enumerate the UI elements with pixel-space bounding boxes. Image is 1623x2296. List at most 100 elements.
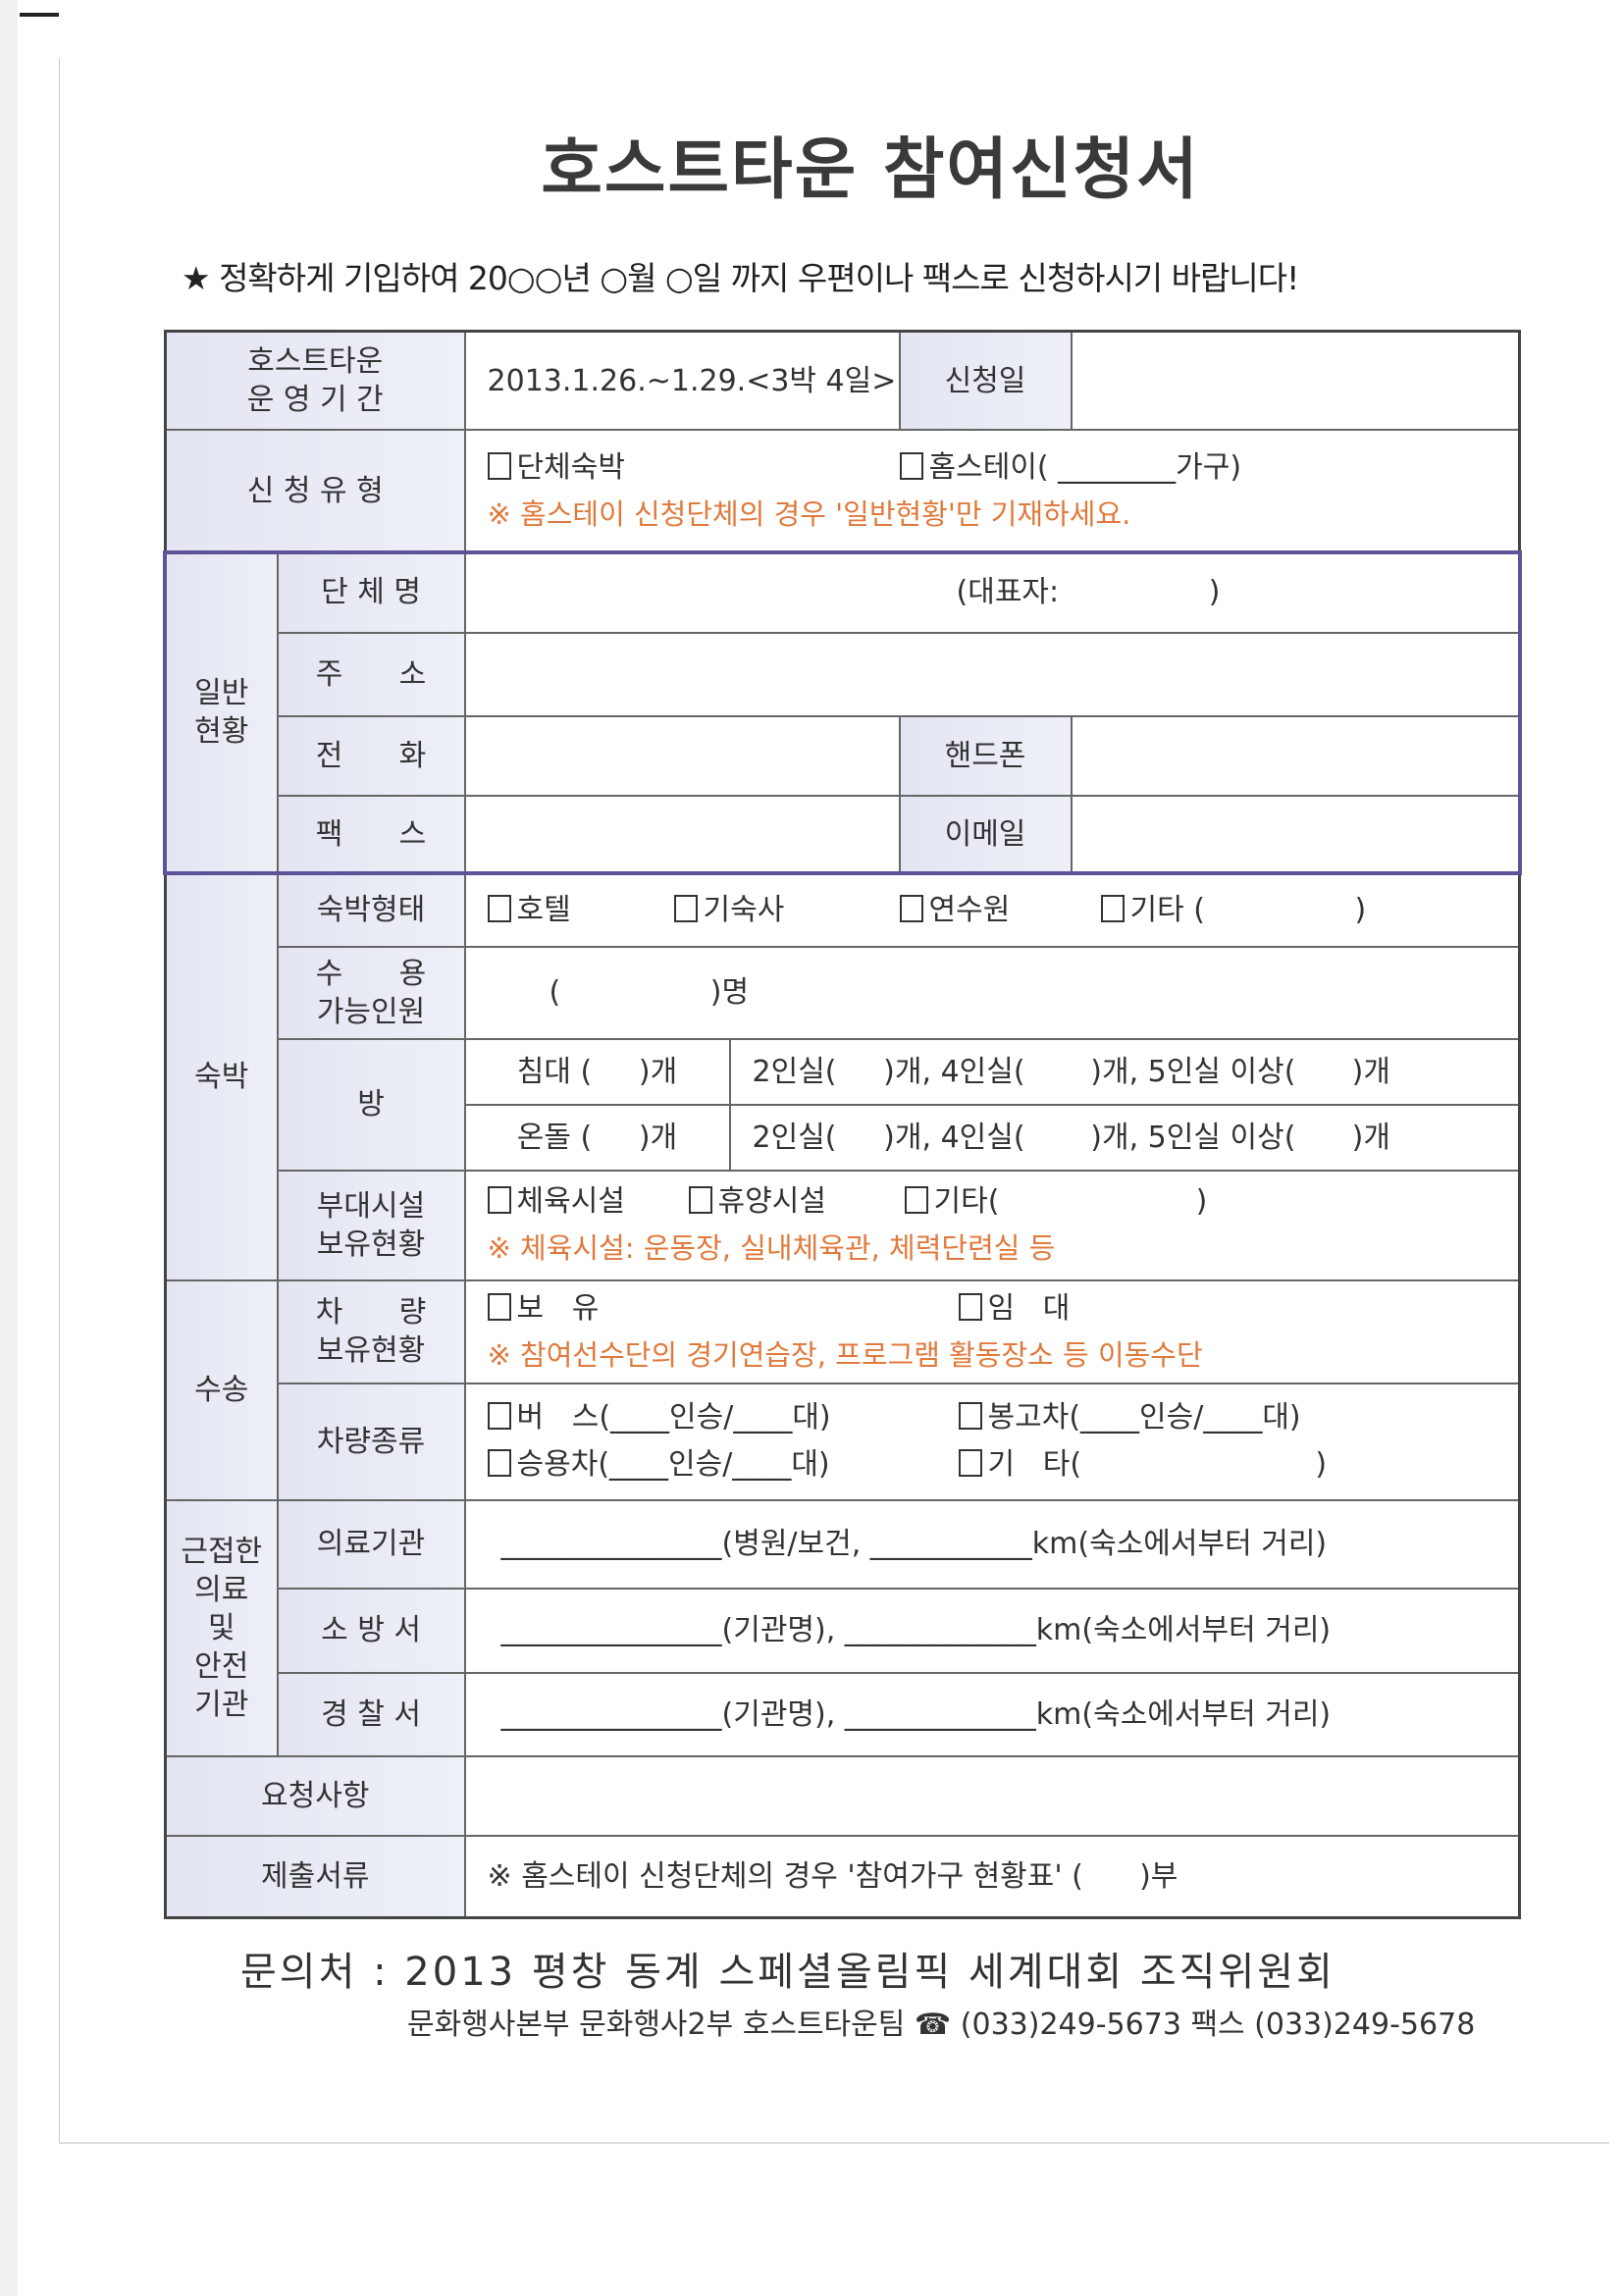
fire-station-field[interactable]: _______________(기관명), _____________km(숙소… bbox=[463, 1587, 1521, 1674]
apply-type-label: 신 청 유 형 bbox=[164, 428, 466, 553]
checkbox-icon[interactable] bbox=[688, 1186, 712, 1215]
label: 버 스(____인승/____대) bbox=[516, 1400, 831, 1435]
group-lodging-option[interactable]: 단체숙박 bbox=[487, 448, 900, 487]
lodging-type-label: 숙박형태 bbox=[276, 871, 466, 948]
capacity-label: 수 용 가능인원 bbox=[276, 945, 466, 1040]
label: 기관 bbox=[194, 1687, 249, 1722]
label: 보 유 bbox=[516, 1290, 600, 1326]
group-name-field[interactable]: (대표자: ) bbox=[463, 550, 1521, 634]
label: 호스트타운 bbox=[247, 344, 384, 380]
label: 호텔 bbox=[516, 892, 571, 927]
fire-station-label: 소 방 서 bbox=[276, 1587, 466, 1674]
apply-date-label: 신청일 bbox=[898, 330, 1073, 431]
email-field[interactable] bbox=[1070, 794, 1521, 874]
transport-label: 수송 bbox=[164, 1278, 279, 1501]
contact-line: 문의처 : 2013 평창 동계 스페셜올림픽 세계대회 조직위원회 bbox=[240, 1950, 1335, 1996]
form-sheet: 호스트타운 참여신청서 ★ 정확하게 기입하여 20○○년 ○월 ○일 까지 우… bbox=[164, 128, 1522, 2044]
request-label: 요청사항 bbox=[164, 1754, 466, 1837]
label: 근접한 bbox=[181, 1534, 263, 1569]
hotel-option[interactable]: 호텔 bbox=[487, 891, 674, 929]
label: 연수원 bbox=[928, 892, 1011, 927]
mobile-label: 핸드폰 bbox=[898, 714, 1073, 797]
medical-field[interactable]: _______________(병원/보건, ___________km(숙소에… bbox=[463, 1498, 1521, 1590]
checkbox-icon[interactable] bbox=[487, 1449, 511, 1478]
vehicle-field: 보 유 임 대 ※ 참여선수단의 경기연습장, 프로그램 활동장소 등 이동수단 bbox=[463, 1278, 1521, 1384]
label: 차 량 bbox=[315, 1295, 427, 1331]
period-label: 호스트타운 운 영 기 간 bbox=[164, 330, 466, 431]
apply-date-field[interactable] bbox=[1070, 330, 1521, 431]
label: 기타( ) bbox=[933, 1184, 1208, 1220]
safety-label: 근접한 의료 및 안전 기관 bbox=[164, 1498, 279, 1757]
facility-field: 체육시설 휴양시설 기타( ) ※ 체육시설: 운동장, 실내체육관, 체력단련실 … bbox=[463, 1169, 1521, 1281]
address-field[interactable] bbox=[463, 631, 1521, 717]
recreation-facility-option[interactable]: 휴양시설 bbox=[688, 1182, 905, 1221]
van-option[interactable]: 봉고차(____인승/____대) bbox=[958, 1394, 1301, 1441]
own-option[interactable]: 보 유 bbox=[487, 1289, 959, 1328]
mobile-field[interactable] bbox=[1070, 714, 1521, 797]
dormitory-option[interactable]: 기숙사 bbox=[673, 891, 900, 929]
rent-option[interactable]: 임 대 bbox=[958, 1289, 1071, 1328]
checkbox-icon[interactable] bbox=[487, 1402, 511, 1431]
fax-field[interactable] bbox=[463, 794, 901, 874]
scan-edge bbox=[0, 0, 18, 2296]
label: 기숙사 bbox=[703, 892, 785, 927]
checkbox-icon[interactable] bbox=[487, 1292, 511, 1321]
label: 현황 bbox=[194, 714, 249, 750]
label: 기타 ( ) bbox=[1129, 892, 1367, 927]
other-option[interactable]: 기타 ( ) bbox=[1100, 891, 1367, 929]
checkbox-icon[interactable] bbox=[958, 1402, 982, 1431]
checkbox-icon[interactable] bbox=[899, 451, 923, 480]
lodging-type-field: 호텔 기숙사 연수원 기타 ( ) bbox=[463, 871, 1521, 948]
checkbox-icon[interactable] bbox=[1100, 894, 1125, 922]
homestay-option[interactable]: 홈스테이( ________가구) bbox=[899, 448, 1242, 487]
capacity-field[interactable]: ( )명 bbox=[463, 945, 1521, 1040]
group-name-label: 단 체 명 bbox=[276, 550, 466, 634]
bed-field[interactable]: 침대 ( )개 bbox=[463, 1037, 731, 1106]
car-option[interactable]: 승용차(____인승/____대) bbox=[487, 1441, 959, 1488]
checkbox-icon[interactable] bbox=[899, 894, 923, 922]
request-field[interactable] bbox=[463, 1754, 1521, 1837]
label: 안전 bbox=[194, 1648, 249, 1684]
vehicle-note: ※ 참여선수단의 경기연습장, 프로그램 활동장소 등 이동수단 bbox=[487, 1337, 1203, 1372]
label: 단체숙박 bbox=[516, 449, 625, 485]
label: 의료 bbox=[194, 1572, 249, 1607]
label: 홈스테이( ________가구) bbox=[928, 449, 1242, 485]
training-center-option[interactable]: 연수원 bbox=[899, 891, 1101, 929]
divider bbox=[59, 59, 60, 2144]
lodging-label: 숙박 bbox=[164, 871, 279, 1281]
room-label: 방 bbox=[276, 1037, 466, 1172]
label: 봉고차(____인승/____대) bbox=[987, 1400, 1301, 1435]
page-title: 호스트타운 참여신청서 bbox=[541, 131, 1200, 209]
sports-facility-option[interactable]: 체육시설 bbox=[487, 1182, 689, 1221]
phone-field[interactable] bbox=[463, 714, 901, 797]
bus-option[interactable]: 버 스(____인승/____대) bbox=[487, 1394, 959, 1441]
checkbox-icon[interactable] bbox=[487, 894, 511, 922]
police-station-field[interactable]: _______________(기관명), _____________km(숙소… bbox=[463, 1671, 1521, 1757]
other-vehicle-option[interactable]: 기 타( ) bbox=[958, 1441, 1328, 1488]
divider bbox=[59, 2142, 1609, 2144]
label: 기 타( ) bbox=[987, 1447, 1328, 1483]
fax-label: 팩 스 bbox=[276, 794, 466, 874]
ondol-rooms-field[interactable]: 2인실( )개, 4인실( )개, 5인실 이상( )개 bbox=[728, 1103, 1521, 1172]
checkbox-icon[interactable] bbox=[958, 1292, 982, 1321]
label: 운 영 기 간 bbox=[246, 383, 384, 418]
label: 임 대 bbox=[987, 1290, 1071, 1326]
other-facility-option[interactable]: 기타( ) bbox=[904, 1182, 1208, 1221]
label: 및 bbox=[207, 1610, 236, 1645]
phone-label: 전 화 bbox=[276, 714, 466, 797]
label: 승용차(____인승/____대) bbox=[516, 1447, 830, 1483]
apply-type-note: ※ 홈스테이 신청단체의 경우 '일반현황'만 기재하세요. bbox=[487, 496, 1131, 531]
label: 가능인원 bbox=[316, 994, 426, 1029]
ondol-field[interactable]: 온돌 ( )개 bbox=[463, 1103, 731, 1172]
top-mark bbox=[20, 13, 59, 17]
checkbox-icon[interactable] bbox=[487, 1186, 511, 1215]
vehicle-kind-label: 차량종류 bbox=[276, 1382, 466, 1501]
notice: ★ 정확하게 기입하여 20○○년 ○월 ○일 까지 우편이나 팩스로 신청하시… bbox=[182, 259, 1299, 298]
checkbox-icon[interactable] bbox=[958, 1449, 982, 1478]
checkbox-icon[interactable] bbox=[904, 1186, 928, 1215]
checkbox-icon[interactable] bbox=[673, 894, 698, 922]
bed-rooms-field[interactable]: 2인실( )개, 4인실( )개, 5인실 이상( )개 bbox=[728, 1037, 1521, 1106]
label: 보유현황 bbox=[316, 1226, 426, 1262]
checkbox-icon[interactable] bbox=[487, 451, 511, 480]
documents-field[interactable]: ※ 홈스테이 신청단체의 경우 '참여가구 현황표' ( )부 bbox=[463, 1834, 1521, 1919]
